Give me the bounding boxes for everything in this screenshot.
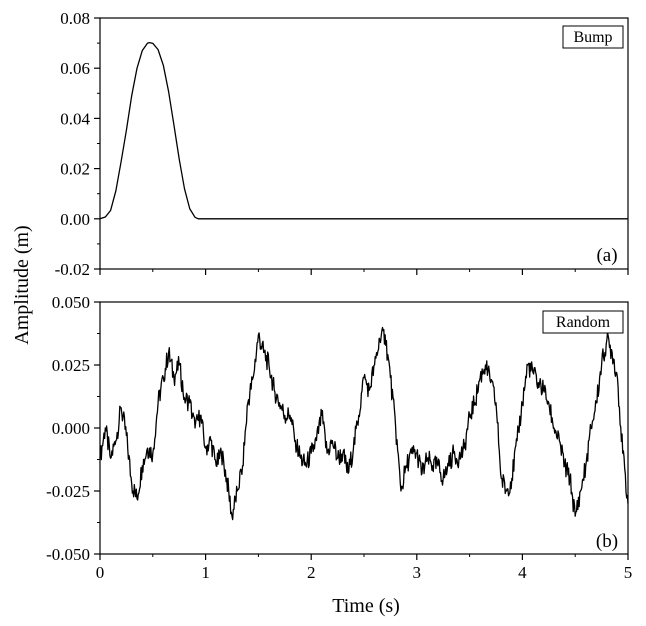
x-tick-label: 5 (624, 563, 633, 582)
series-line (99, 326, 629, 521)
x-tick-label: 0 (96, 563, 105, 582)
legend-label: Bump (573, 29, 612, 46)
legend: Random (542, 310, 624, 334)
y-tick-label: 0.08 (60, 9, 90, 28)
y-tick-label: 0.06 (60, 59, 90, 78)
y-tick-label: 0.04 (60, 109, 90, 128)
panel-a-bump: -0.02 0.00 0.02 0.04 0.06 0.08 Bump (a) (55, 9, 629, 279)
panel-b-random: -0.050 -0.025 0.000 0.025 0.050 0 1 2 3 4 5 Random (… (46, 293, 632, 582)
y-tick-label: 0.02 (60, 160, 90, 179)
legend-label: Random (556, 314, 611, 331)
y-tick-label: 0.000 (52, 419, 90, 438)
plot-frame (99, 17, 629, 270)
x-tick-label: 4 (518, 563, 527, 582)
panel-label: (b) (596, 531, 618, 552)
x-axis-title: Time (s) (332, 595, 400, 617)
y-tick-label: 0.00 (60, 210, 90, 229)
y-tick-label: -0.050 (46, 545, 90, 564)
y-tick-label: 0.050 (52, 293, 90, 312)
y-axis-title: Amplitude (m) (11, 225, 33, 344)
series-line (99, 41, 628, 220)
legend-box (542, 310, 624, 334)
plot-frame (99, 301, 629, 555)
y-tick-label: -0.02 (55, 260, 90, 279)
y-tick-label: -0.025 (46, 482, 90, 501)
x-tick-label: 3 (413, 563, 422, 582)
x-tick-label: 1 (201, 563, 210, 582)
legend: Bump (562, 25, 624, 49)
x-tick-label: 2 (307, 563, 316, 582)
y-tick-label: 0.025 (52, 356, 90, 375)
panel-label: (a) (596, 245, 617, 266)
legend-box (562, 25, 624, 49)
